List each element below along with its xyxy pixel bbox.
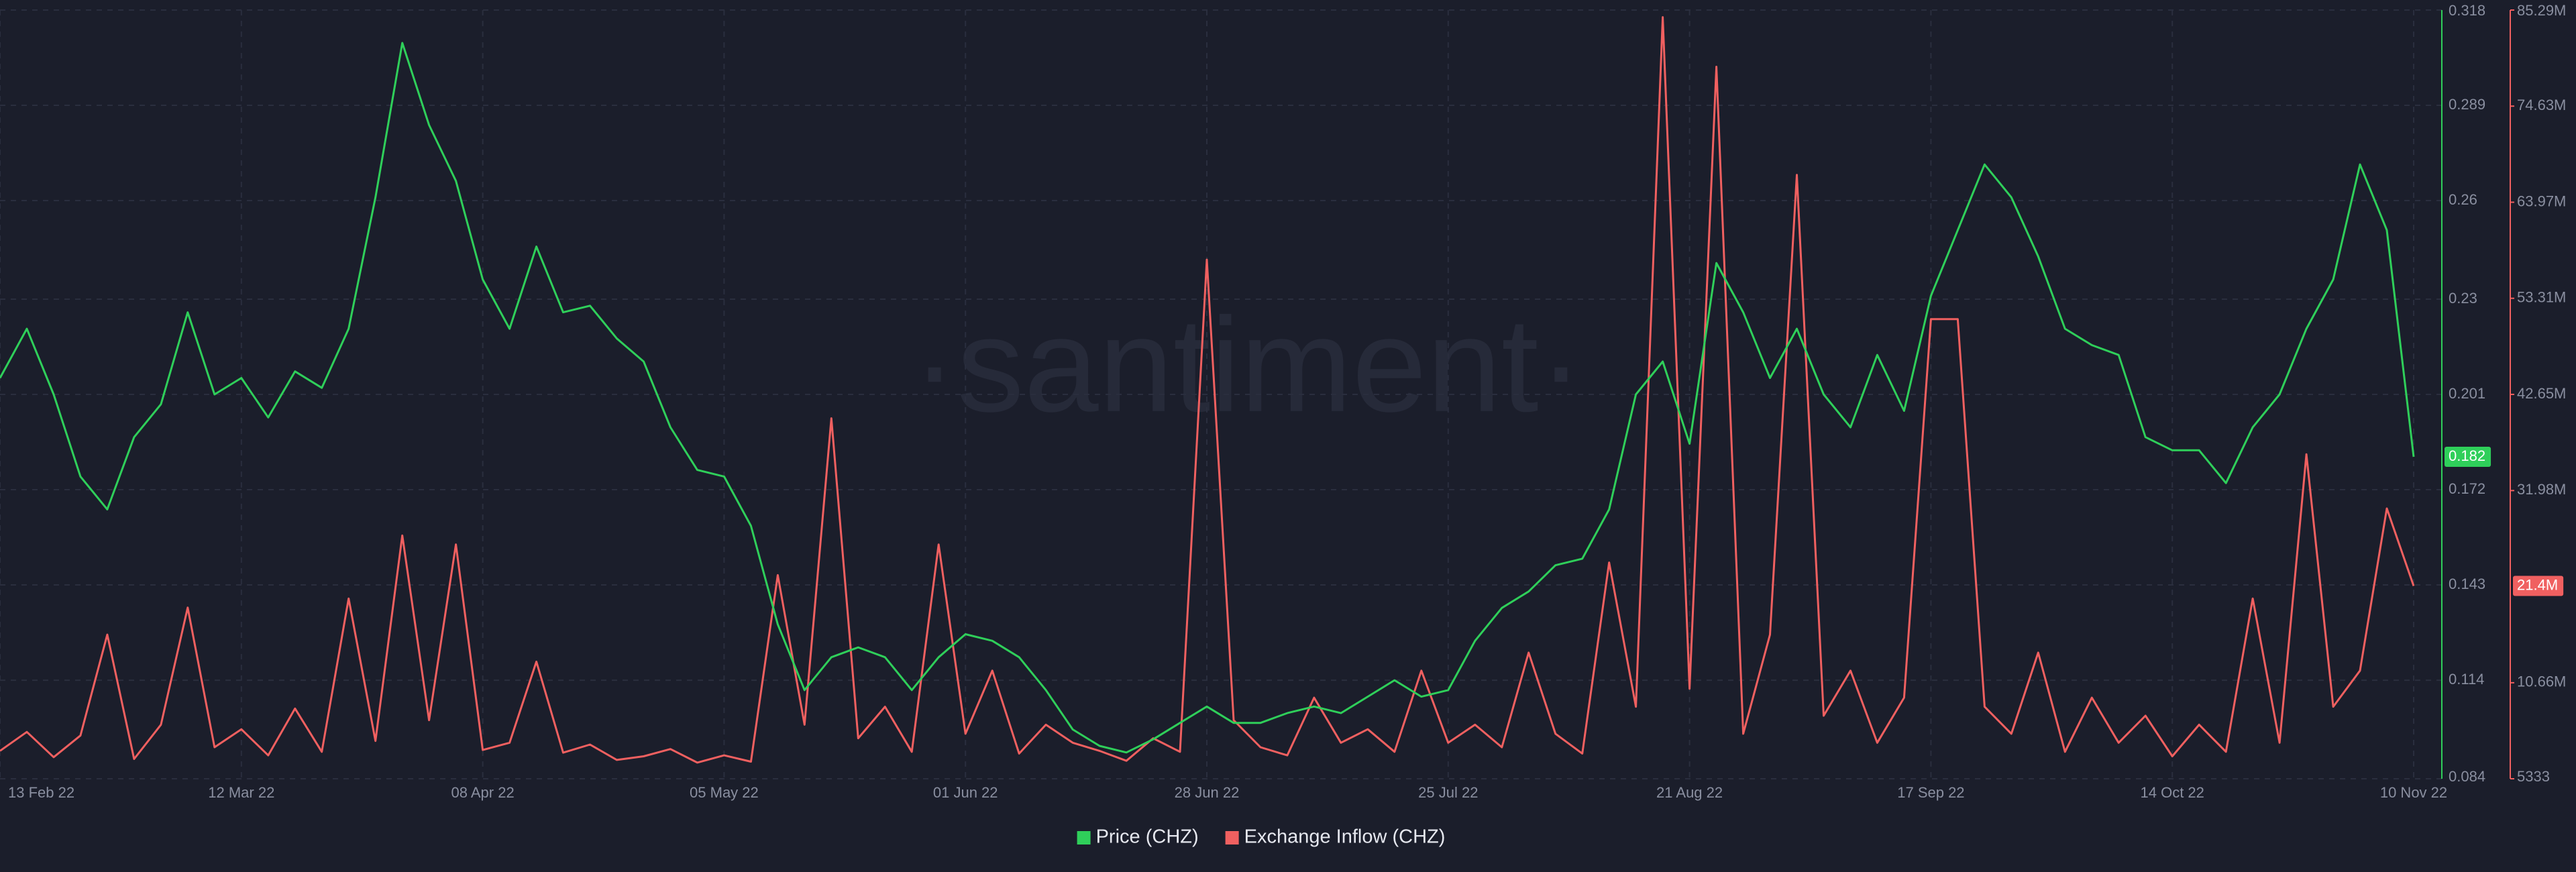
- legend-swatch: [1225, 831, 1239, 844]
- y2-tick-label: 31.98M: [2517, 481, 2566, 498]
- x-tick-label: 01 Jun 22: [933, 784, 998, 801]
- legend: Price (CHZ) Exchange Inflow (CHZ): [1077, 826, 1446, 848]
- y-tick-label: 0.318: [2449, 2, 2485, 19]
- legend-swatch: [1077, 831, 1091, 844]
- value-badge: [2513, 576, 2564, 596]
- legend-label: Exchange Inflow (CHZ): [1244, 826, 1446, 848]
- x-tick-label: 17 Sep 22: [1897, 784, 1964, 801]
- y-tick-label: 0.172: [2449, 480, 2485, 497]
- watermark: ·santiment·: [912, 290, 1583, 440]
- x-tick-label: 14 Oct 22: [2141, 784, 2204, 801]
- x-tick-label: 12 Mar 22: [208, 784, 274, 801]
- value-badge-label: 0.182: [2449, 447, 2485, 464]
- y-tick-label: 0.201: [2449, 385, 2485, 402]
- y-tick-label: 0.23: [2449, 290, 2477, 307]
- x-tick-label: 05 May 22: [690, 784, 759, 801]
- y-tick-label: 0.084: [2449, 768, 2485, 785]
- value-badge-label: 21.4M: [2517, 576, 2558, 593]
- y-tick-label: 0.114: [2449, 671, 2484, 688]
- y2-tick-label: 63.97M: [2517, 193, 2566, 209]
- x-tick-label: 25 Jul 22: [1418, 784, 1478, 801]
- legend-label: Price (CHZ): [1096, 826, 1199, 848]
- y2-tick-label: 5333: [2517, 768, 2550, 785]
- y-tick-label: 0.289: [2449, 96, 2485, 113]
- x-tick-label: 13 Feb 22: [8, 784, 74, 801]
- y2-tick-label: 53.31M: [2517, 289, 2566, 306]
- y-tick-label: 0.26: [2449, 191, 2477, 208]
- y2-tick-label: 42.65M: [2517, 385, 2566, 402]
- x-tick-label: 08 Apr 22: [451, 784, 515, 801]
- series-line: [0, 42, 2415, 754]
- y2-tick-label: 10.66M: [2517, 673, 2566, 690]
- x-tick-label: 10 Nov 22: [2380, 784, 2447, 801]
- x-tick-label: 21 Aug 22: [1656, 784, 1723, 801]
- y-tick-label: 0.143: [2449, 576, 2485, 592]
- value-badge: [2445, 447, 2491, 468]
- series-line: [0, 16, 2415, 764]
- x-tick-label: 28 Jun 22: [1175, 784, 1240, 801]
- y2-tick-label: 74.63M: [2517, 97, 2566, 113]
- y2-tick-label: 85.29M: [2517, 2, 2566, 19]
